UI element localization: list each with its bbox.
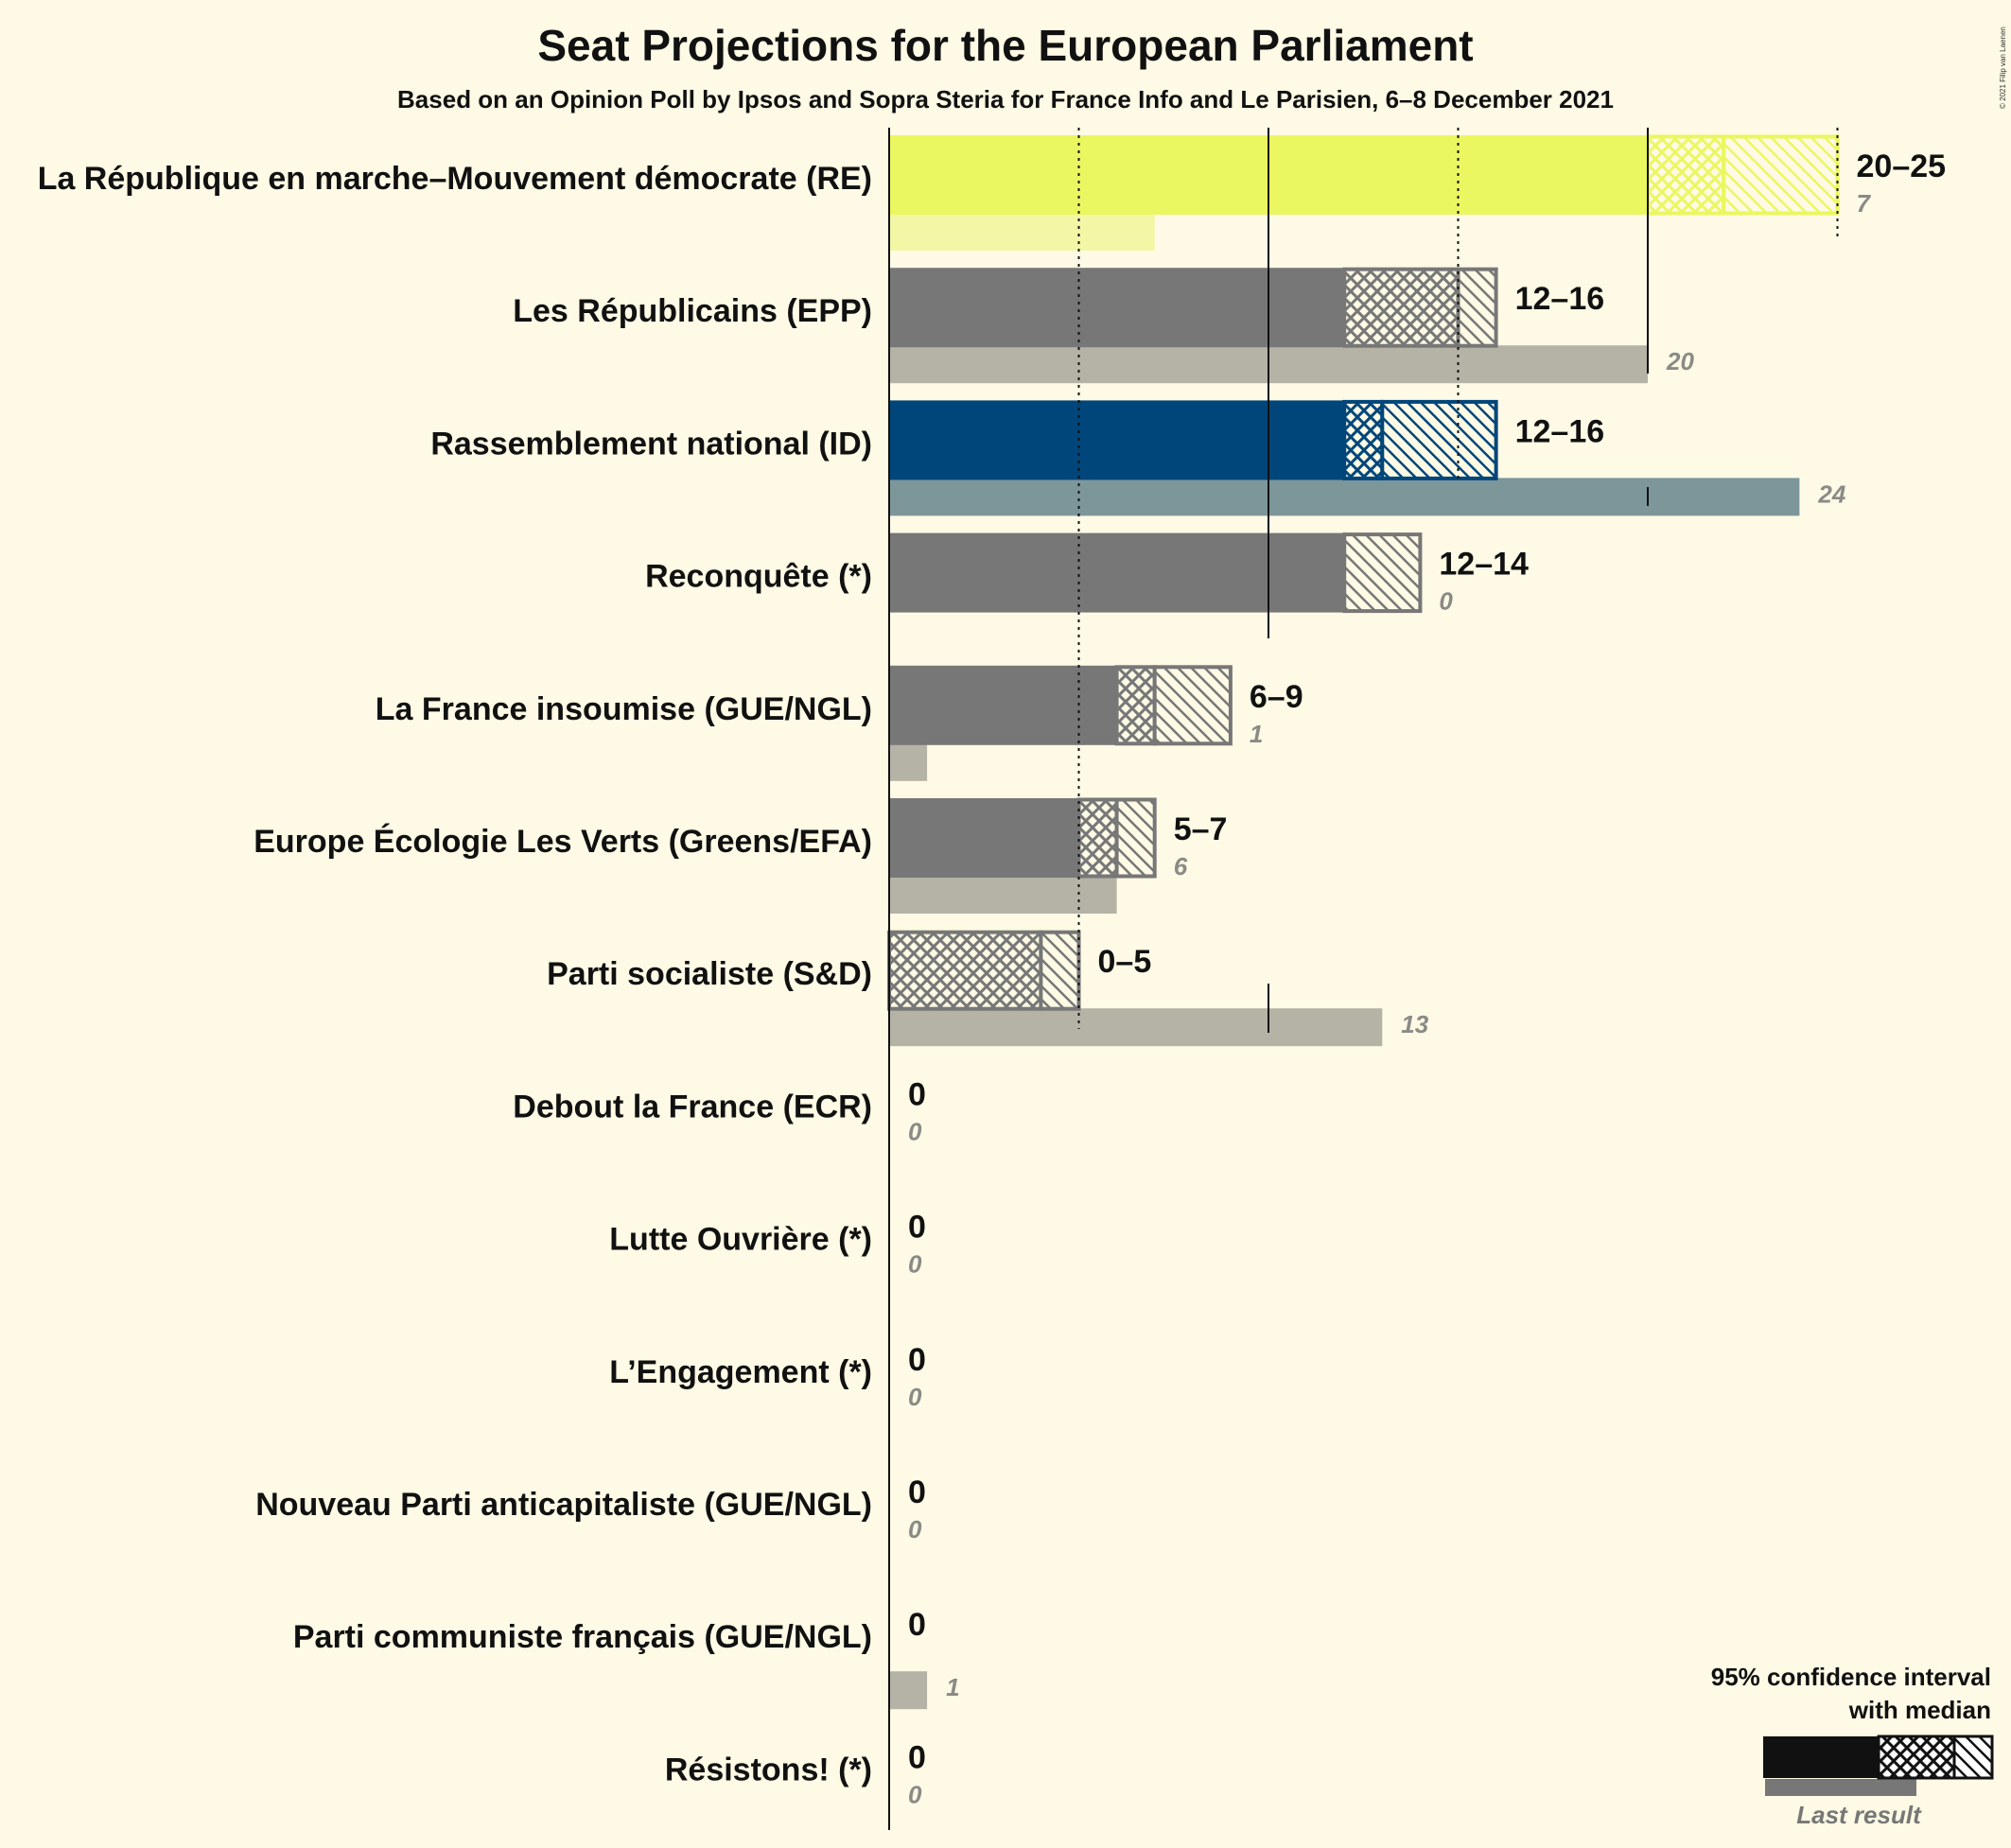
legend-last-result-bar xyxy=(1765,1779,1916,1796)
ci-upper-hatch xyxy=(1722,134,1840,216)
party-row: La France insoumise (GUE/NGL) 6–9 1 xyxy=(376,665,1303,781)
ci-median-crosshatch xyxy=(1342,399,1385,480)
party-row: Debout la France (ECR) 0 0 xyxy=(513,1076,926,1145)
ci-solid-bar xyxy=(889,532,1345,613)
ci-upper-hatch xyxy=(1342,532,1423,614)
range-label: 12–16 xyxy=(1515,281,1605,317)
copyright-notice: © 2021 Filip van Laenen xyxy=(1999,26,2007,109)
last-result-label: 0 xyxy=(908,1250,922,1279)
legend-last-result-label: Last result xyxy=(1796,1801,1922,1829)
party-label: Nouveau Parti anticapitaliste (GUE/NGL) xyxy=(255,1487,872,1523)
ci-median-crosshatch xyxy=(1076,797,1119,879)
last-result-bar xyxy=(889,1671,928,1710)
party-label: Parti communiste français (GUE/NGL) xyxy=(293,1619,872,1655)
range-label: 20–25 xyxy=(1857,148,1947,184)
last-result-label: 7 xyxy=(1857,189,1872,218)
range-label: 12–16 xyxy=(1515,413,1605,449)
range-label: 12–14 xyxy=(1439,547,1529,583)
range-label: 0 xyxy=(908,1076,926,1112)
range-label: 0 xyxy=(908,1342,926,1378)
range-label: 5–7 xyxy=(1174,811,1228,847)
ci-solid-bar xyxy=(889,268,1345,348)
legend-solid-bar xyxy=(1763,1736,1879,1778)
last-result-label: 0 xyxy=(908,1780,922,1808)
party-label: Résistons! (*) xyxy=(665,1752,872,1787)
party-row: Parti socialiste (S&D) 0–5 13 xyxy=(547,930,1429,1047)
legend-ci-label: 95% confidence interval xyxy=(1711,1663,1991,1691)
legend-median-label: with median xyxy=(1848,1696,1991,1724)
party-label: Rassemblement national (ID) xyxy=(430,426,872,462)
party-label: Reconquête (*) xyxy=(645,559,872,595)
party-label: La République en marche–Mouvement démocr… xyxy=(38,161,872,197)
last-result-bar xyxy=(889,213,1155,251)
party-row: Lutte Ouvrière (*) 0 0 xyxy=(609,1210,926,1279)
party-row: Parti communiste français (GUE/NGL) 0 1 xyxy=(293,1607,960,1710)
party-row: La République en marche–Mouvement démocr… xyxy=(38,134,1947,251)
legend-median-crosshatch xyxy=(1877,1735,1956,1780)
range-label: 0 xyxy=(908,1739,926,1775)
party-row: Rassemblement national (ID) 12–16 24 xyxy=(430,399,1846,516)
party-label: Europe Écologie Les Verts (Greens/EFA) xyxy=(254,824,872,860)
party-rows: La République en marche–Mouvement démocr… xyxy=(38,128,1946,1808)
party-label: L’Engagement (*) xyxy=(609,1354,872,1390)
legend-upper-hatch xyxy=(1952,1735,1994,1780)
chart-title: Seat Projections for the European Parlia… xyxy=(537,21,1473,70)
ci-upper-hatch xyxy=(1152,665,1233,746)
party-label: Debout la France (ECR) xyxy=(513,1089,872,1124)
ci-median-crosshatch xyxy=(1342,267,1460,348)
party-label: Les Républicains (EPP) xyxy=(513,293,872,329)
chart-subtitle: Based on an Opinion Poll by Ipsos and So… xyxy=(397,85,1614,113)
ci-median-crosshatch xyxy=(887,930,1043,1011)
last-result-label: 13 xyxy=(1401,1010,1428,1038)
last-result-label: 0 xyxy=(1439,587,1453,616)
range-label: 6–9 xyxy=(1250,679,1303,715)
ci-solid-bar xyxy=(889,400,1345,480)
ci-median-crosshatch xyxy=(1646,134,1726,216)
last-result-label: 6 xyxy=(1174,852,1188,880)
party-row: Europe Écologie Les Verts (Greens/EFA) 5–… xyxy=(254,797,1228,914)
ci-median-crosshatch xyxy=(1114,665,1157,746)
range-label: 0 xyxy=(908,1210,926,1246)
last-result-bar xyxy=(889,742,928,781)
range-label: 0–5 xyxy=(1098,944,1152,980)
party-label: Lutte Ouvrière (*) xyxy=(609,1222,872,1258)
last-result-bar xyxy=(889,1008,1383,1047)
ci-upper-hatch xyxy=(1380,399,1498,480)
party-row: Les Républicains (EPP) 12–16 20 xyxy=(513,267,1694,384)
last-result-label: 20 xyxy=(1666,347,1694,375)
party-row: Nouveau Parti anticapitaliste (GUE/NGL) 0… xyxy=(255,1474,926,1543)
last-result-label: 0 xyxy=(908,1117,922,1145)
ci-upper-hatch xyxy=(1456,267,1498,348)
range-label: 0 xyxy=(908,1474,926,1510)
party-row: Reconquête (*) 12–14 0 xyxy=(645,532,1529,616)
legend: 95% confidence interval with median Last… xyxy=(1711,1663,1994,1829)
party-label: Parti socialiste (S&D) xyxy=(547,956,872,992)
party-row: Résistons! (*) 0 0 xyxy=(665,1739,926,1808)
last-result-label: 1 xyxy=(1250,720,1263,748)
last-result-bar xyxy=(889,876,1117,914)
party-row: L’Engagement (*) 0 0 xyxy=(609,1342,926,1411)
ci-solid-bar xyxy=(889,665,1117,745)
last-result-label: 0 xyxy=(908,1515,922,1543)
ci-upper-hatch xyxy=(1114,797,1157,879)
last-result-bar xyxy=(889,478,1800,516)
last-result-label: 24 xyxy=(1817,479,1845,508)
range-label: 0 xyxy=(908,1607,926,1643)
ci-solid-bar xyxy=(889,798,1079,878)
last-result-label: 1 xyxy=(946,1673,959,1701)
ci-upper-hatch xyxy=(1039,930,1081,1011)
last-result-label: 0 xyxy=(908,1383,922,1411)
party-label: La France insoumise (GUE/NGL) xyxy=(376,691,872,727)
